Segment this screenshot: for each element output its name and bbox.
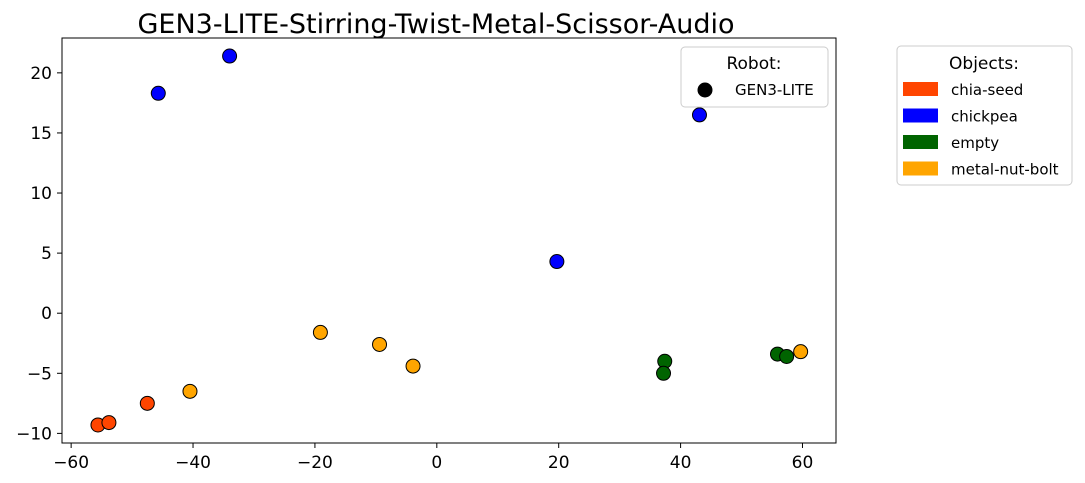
y-tick-label: −5 bbox=[27, 364, 52, 384]
x-tick-label: −40 bbox=[175, 453, 211, 473]
objects-legend-swatch bbox=[903, 135, 938, 149]
point-metal-nut-bolt bbox=[182, 383, 198, 399]
point-metal-nut-bolt bbox=[793, 344, 809, 360]
objects-legend-swatch bbox=[903, 108, 938, 123]
data-points bbox=[90, 48, 809, 433]
robot-legend-frame bbox=[680, 46, 829, 108]
point-metal-nut-bolt bbox=[405, 358, 421, 374]
y-tick-label: 15 bbox=[30, 124, 52, 144]
axis-ticks: −60 −40 −20 0 20 40 60 −10 −5 0 5 10 15 20 bbox=[16, 64, 813, 473]
objects-legend-frame bbox=[896, 45, 1073, 186]
objects-legend-label: chickpea bbox=[951, 108, 1018, 126]
point-metal-nut-bolt bbox=[372, 336, 388, 352]
objects-legend-swatch bbox=[903, 161, 938, 176]
y-tick-label: 5 bbox=[41, 244, 52, 264]
robot-legend-title: Robot: bbox=[726, 54, 781, 74]
objects-legend-label: metal-nut-bolt bbox=[951, 161, 1059, 179]
x-tick-label: −20 bbox=[297, 453, 333, 473]
point-metal-nut-bolt bbox=[312, 324, 328, 340]
legends: Robot: GEN3-LITE Objects: chia-seed chickpea… bbox=[680, 45, 1073, 186]
objects-legend-swatch bbox=[903, 82, 938, 96]
point-chia-seed bbox=[101, 415, 117, 431]
x-tick-label: 40 bbox=[670, 453, 692, 473]
robot-legend-label: GEN3-LITE bbox=[735, 81, 814, 99]
objects-legend-title: Objects: bbox=[949, 54, 1019, 74]
x-tick-label: −60 bbox=[53, 453, 89, 473]
objects-legend-label: empty bbox=[951, 134, 999, 152]
point-empty bbox=[779, 348, 795, 364]
point-chickpea bbox=[549, 254, 565, 270]
robot-legend-marker bbox=[697, 82, 713, 98]
point-chickpea bbox=[150, 85, 166, 101]
y-tick-label: 20 bbox=[30, 64, 52, 84]
y-tick-label: −10 bbox=[16, 424, 52, 444]
point-chickpea bbox=[222, 48, 238, 64]
x-tick-label: 0 bbox=[431, 453, 442, 473]
x-tick-label: 20 bbox=[548, 453, 570, 473]
point-chickpea bbox=[691, 107, 707, 123]
point-chia-seed bbox=[139, 395, 155, 411]
chart-title: GEN3-LITE-Stirring-Twist-Metal-Scissor-A… bbox=[137, 9, 734, 40]
y-tick-label: 0 bbox=[41, 304, 52, 324]
objects-legend-label: chia-seed bbox=[951, 81, 1023, 99]
y-tick-label: 10 bbox=[30, 184, 52, 204]
point-empty bbox=[656, 365, 672, 381]
x-tick-label: 60 bbox=[792, 453, 814, 473]
plot-frame bbox=[61, 37, 837, 444]
